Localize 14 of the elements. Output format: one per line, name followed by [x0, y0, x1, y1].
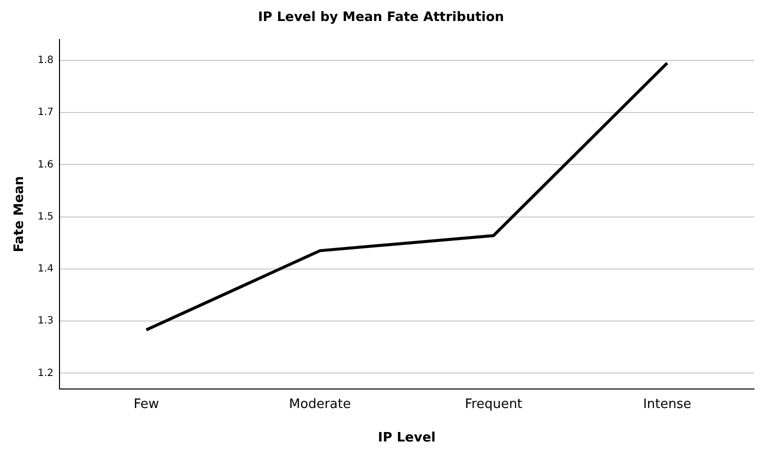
x-axis-title: IP Level	[378, 430, 436, 446]
y-tick-label: 1.5	[38, 211, 54, 222]
y-tick-label: 1.2	[38, 368, 54, 379]
y-tick-label: 1.3	[38, 316, 54, 327]
x-tick-label: Moderate	[289, 396, 351, 412]
chart-title: IP Level by Mean Fate Attribution	[258, 10, 504, 26]
y-tick-label: 1.4	[38, 264, 54, 275]
y-axis-title: Fate Mean	[12, 176, 28, 252]
x-tick-label: Intense	[643, 396, 692, 412]
x-tick-label: Frequent	[464, 396, 522, 412]
y-tick-label: 1.6	[38, 159, 54, 170]
y-tick-label: 1.7	[38, 107, 54, 118]
y-tick-label: 1.8	[38, 55, 54, 66]
x-tick-label: Few	[134, 396, 160, 412]
